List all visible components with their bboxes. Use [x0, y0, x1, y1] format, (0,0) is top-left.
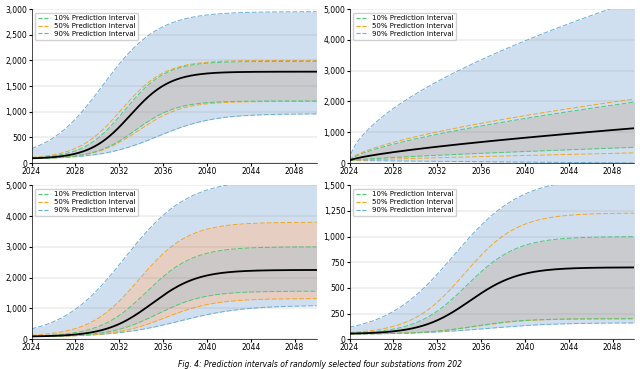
Legend: 10% Prediction Interval, 50% Prediction Interval, 90% Prediction Interval: 10% Prediction Interval, 50% Prediction … — [35, 13, 138, 39]
Text: Fig. 4: Prediction intervals of randomly selected four substations from 202: Fig. 4: Prediction intervals of randomly… — [178, 360, 462, 369]
Legend: 10% Prediction Interval, 50% Prediction Interval, 90% Prediction Interval: 10% Prediction Interval, 50% Prediction … — [353, 13, 456, 39]
Legend: 10% Prediction Interval, 50% Prediction Interval, 90% Prediction Interval: 10% Prediction Interval, 50% Prediction … — [35, 189, 138, 216]
Legend: 10% Prediction Interval, 50% Prediction Interval, 90% Prediction Interval: 10% Prediction Interval, 50% Prediction … — [353, 189, 456, 216]
